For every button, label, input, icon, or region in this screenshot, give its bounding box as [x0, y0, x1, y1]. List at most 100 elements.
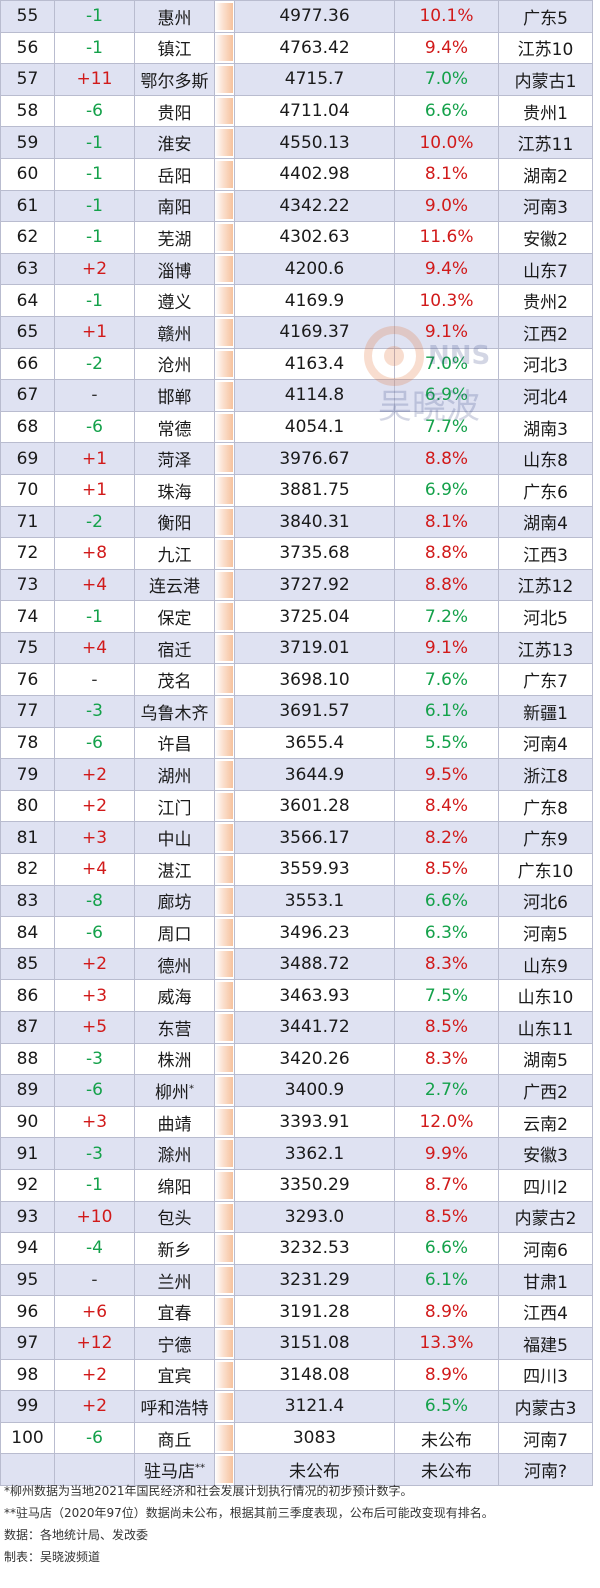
table-row: 83 -8 廊坊 3553.1 6.6% 河北6: [0, 884, 593, 918]
growth-cell: 9.0%: [394, 189, 499, 223]
city-cell: 岳阳: [134, 157, 215, 191]
growth-cell: 2.7%: [394, 1074, 499, 1107]
gradient-bar-fill: [215, 1140, 233, 1167]
gdp-cell: 4763.42: [234, 31, 395, 65]
city-cell: 宜春: [134, 1295, 215, 1328]
province-rank-cell: 贵州1: [498, 94, 593, 128]
city-cell: 德州: [134, 947, 215, 981]
city-name: 淮安: [157, 135, 192, 156]
province-rank-cell: 湖南4: [498, 505, 593, 539]
gradient-bar-fill: [215, 1171, 233, 1199]
table-row: 99 +2 呼和浩特 3121.4 6.5% 内蒙古3: [0, 1390, 593, 1423]
gdp-cell: 4200.6: [234, 252, 395, 286]
gradient-bar-fill: [215, 1424, 233, 1452]
province-rank-cell: 江西2: [498, 315, 593, 349]
growth-cell: 8.1%: [394, 157, 499, 191]
table-row: 66 -2 沧州 4163.4 7.0% 河北3: [0, 347, 593, 381]
gdp-cell: 3976.67: [234, 442, 395, 475]
city-cell: 中山: [134, 821, 215, 855]
gradient-bar: [214, 916, 235, 949]
gdp-cell: 4402.98: [234, 157, 395, 191]
gradient-bar-fill: [215, 287, 233, 314]
growth-cell: 8.5%: [394, 853, 499, 886]
rank-change-cell: +5: [54, 1011, 135, 1044]
city-cell: 滁州: [134, 1137, 215, 1170]
gradient-bar-fill: [215, 476, 233, 504]
gradient-bar: [214, 1042, 235, 1076]
rank-change-cell: -6: [54, 726, 135, 760]
gradient-bar: [214, 1105, 235, 1139]
gradient-bar-fill: [215, 1045, 233, 1073]
rank-cell: 90: [0, 1105, 55, 1139]
growth-cell: 8.7%: [394, 1168, 499, 1202]
table-row: 89 -6 柳州* 3400.9 2.7% 广西2: [0, 1074, 593, 1107]
city-name: 湖州: [157, 767, 192, 788]
city-name: 惠州: [157, 8, 192, 29]
rank-cell: 65: [0, 315, 55, 349]
gdp-cell: 3655.4: [234, 726, 395, 760]
rank-change-cell: -1: [54, 0, 135, 33]
growth-cell: 6.1%: [394, 695, 499, 728]
gradient-bar-fill: [215, 1014, 233, 1041]
table-row: 84 -6 周口 3496.23 6.3% 河南5: [0, 916, 593, 949]
rank-change-cell: -6: [54, 410, 135, 444]
province-rank-cell: 甘肃1: [498, 1263, 593, 1297]
growth-cell: 13.3%: [394, 1326, 499, 1360]
city-cell: 许昌: [134, 726, 215, 760]
growth-cell: 6.9%: [394, 473, 499, 507]
gradient-bar: [214, 505, 235, 539]
province-rank-cell: 新疆1: [498, 695, 593, 728]
city-name: 保定: [157, 609, 192, 630]
province-rank-cell: 山东9: [498, 947, 593, 981]
province-rank-cell: 内蒙古2: [498, 1200, 593, 1234]
province-rank-cell: 山东10: [498, 979, 593, 1012]
table-row: 91 -3 滁州 3362.1 9.9% 安徽3: [0, 1137, 593, 1170]
gdp-cell: 3293.0: [234, 1200, 395, 1234]
province-rank-cell: 浙江8: [498, 758, 593, 791]
province-rank-cell: 江西4: [498, 1295, 593, 1328]
city-cell: 九江: [134, 537, 215, 570]
city-name: 贵阳: [157, 103, 192, 124]
table-row: 93 +10 包头 3293.0 8.5% 内蒙古2: [0, 1200, 593, 1234]
gradient-bar: [214, 473, 235, 507]
province-rank-cell: 云南2: [498, 1105, 593, 1139]
table-row: 68 -6 常德 4054.1 7.7% 湖南3: [0, 410, 593, 444]
rank-cell: [0, 1453, 55, 1486]
table-row: 76- 茂名 3698.10 7.6% 广东7: [0, 663, 593, 697]
gdp-cell: 3727.92: [234, 568, 395, 602]
city-cell: 株洲: [134, 1042, 215, 1076]
gradient-bar: [214, 126, 235, 159]
gradient-bar-fill: [215, 66, 233, 93]
table-row: 63 +2 淄博 4200.6 9.4% 山东7: [0, 252, 593, 286]
data-source: 数据：各地统计局、发改委: [4, 1528, 149, 1542]
rank-change-cell: +2: [54, 947, 135, 981]
rank-cell: 95: [0, 1263, 55, 1297]
table-row: 驻马店** 未公布 未公布 河南?: [0, 1453, 593, 1486]
growth-cell: 7.7%: [394, 410, 499, 444]
province-rank-cell: 广东7: [498, 663, 593, 697]
growth-cell: 8.2%: [394, 821, 499, 855]
province-rank-cell: 四川2: [498, 1168, 593, 1202]
rank-cell: 85: [0, 947, 55, 981]
rank-change-cell: -1: [54, 600, 135, 633]
gradient-bar-fill: [215, 350, 233, 378]
province-rank-cell: 湖南5: [498, 1042, 593, 1076]
gradient-bar-fill: [215, 1077, 233, 1104]
province-rank-cell: 贵州2: [498, 284, 593, 317]
gdp-cell: 3350.29: [234, 1168, 395, 1202]
province-rank-cell: 广东9: [498, 821, 593, 855]
gdp-cell: 3121.4: [234, 1390, 395, 1423]
city-name: 宜宾: [157, 1367, 192, 1388]
city-cell: 茂名: [134, 663, 215, 697]
growth-cell: 6.6%: [394, 94, 499, 128]
table-row: 60 -1 岳阳 4402.98 8.1% 湖南2: [0, 157, 593, 191]
growth-cell: 9.4%: [394, 252, 499, 286]
gradient-bar-fill: [215, 1456, 233, 1483]
growth-cell: 5.5%: [394, 726, 499, 760]
city-cell: 威海: [134, 979, 215, 1012]
table-row: 81 +3 中山 3566.17 8.2% 广东9: [0, 821, 593, 855]
rank-change-cell: [54, 1453, 135, 1486]
city-name: 赣州: [157, 324, 192, 345]
growth-cell: 10.3%: [394, 284, 499, 317]
growth-cell: 8.9%: [394, 1295, 499, 1328]
